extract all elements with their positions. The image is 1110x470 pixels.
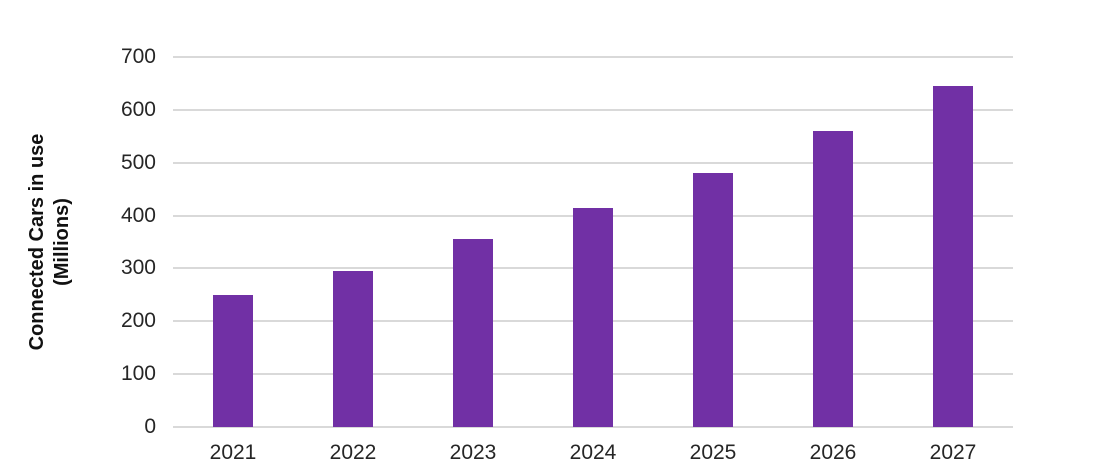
- bar-2022: [333, 271, 373, 427]
- bar-2027: [933, 86, 973, 427]
- x-tick-label-2021: 2021: [209, 441, 257, 464]
- bar-2026: [813, 131, 853, 427]
- x-axis-baseline: [173, 426, 1013, 428]
- gridline-700: [173, 56, 1013, 58]
- x-tick-label-2022: 2022: [329, 441, 377, 464]
- y-tick-label-0: 0: [144, 415, 156, 438]
- bar-2025: [693, 173, 733, 427]
- y-tick-label-100: 100: [120, 362, 156, 386]
- gridline-600: [173, 108, 1013, 111]
- x-tick-label-2027: 2027: [929, 441, 977, 464]
- x-tick-label-2026: 2026: [809, 441, 857, 464]
- y-tick-label-400: 400: [120, 203, 156, 227]
- x-tick-label-2023: 2023: [449, 441, 497, 464]
- bar-2021: [213, 294, 253, 427]
- y-tick-label-300: 300: [120, 256, 156, 280]
- bar-2023: [453, 239, 493, 427]
- y-tick-label-500: 500: [120, 150, 156, 174]
- bar-2024: [573, 207, 613, 427]
- y-tick-label-600: 600: [120, 97, 156, 121]
- x-tick-label-2024: 2024: [569, 441, 617, 464]
- x-tick-label-2025: 2025: [689, 441, 737, 464]
- y-axis-title-line1: Connected Cars in use: [26, 133, 48, 351]
- y-tick-label-700: 700: [120, 45, 156, 68]
- gridline-500: [173, 161, 1013, 164]
- y-tick-label-200: 200: [120, 309, 156, 333]
